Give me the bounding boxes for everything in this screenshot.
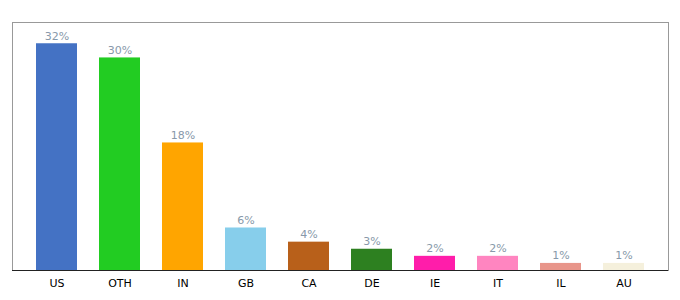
svg-text:IN: IN bbox=[177, 277, 188, 290]
svg-text:6%: 6% bbox=[237, 214, 254, 227]
svg-text:2%: 2% bbox=[426, 242, 443, 255]
svg-text:4%: 4% bbox=[300, 228, 317, 241]
svg-text:OTH: OTH bbox=[108, 277, 132, 290]
svg-text:IE: IE bbox=[430, 277, 440, 290]
svg-text:1%: 1% bbox=[552, 249, 569, 262]
svg-text:3%: 3% bbox=[363, 235, 380, 248]
svg-text:IT: IT bbox=[493, 277, 503, 290]
svg-text:US: US bbox=[49, 277, 64, 290]
svg-text:32%: 32% bbox=[45, 30, 69, 43]
svg-text:1%: 1% bbox=[615, 249, 632, 262]
svg-text:AU: AU bbox=[616, 277, 632, 290]
svg-text:GB: GB bbox=[238, 277, 254, 290]
svg-text:2%: 2% bbox=[489, 242, 506, 255]
svg-text:CA: CA bbox=[301, 277, 317, 290]
svg-text:18%: 18% bbox=[171, 129, 195, 142]
svg-text:IL: IL bbox=[556, 277, 566, 290]
svg-text:30%: 30% bbox=[108, 44, 132, 57]
svg-text:DE: DE bbox=[364, 277, 379, 290]
